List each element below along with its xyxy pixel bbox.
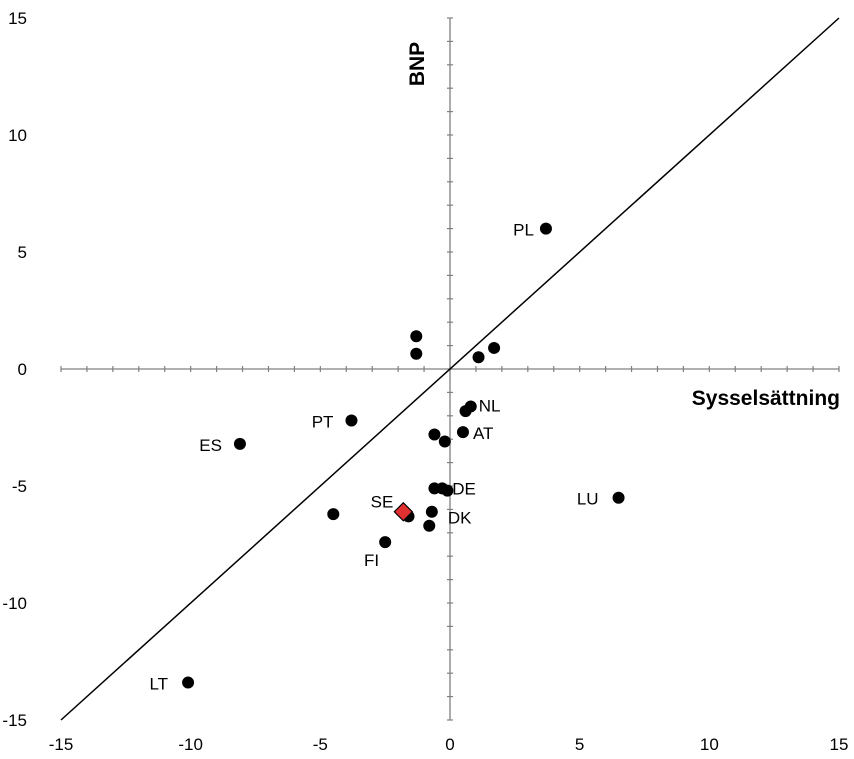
data-point	[488, 341, 501, 354]
x-tick-label: 10	[700, 735, 719, 754]
data-point	[327, 508, 340, 521]
x-tick-label: 0	[445, 735, 454, 754]
y-tick-label: 15	[8, 9, 27, 28]
data-point	[539, 222, 552, 235]
data-point	[345, 414, 358, 427]
highlight-point-diamond	[393, 501, 414, 522]
y-axis-ticks	[447, 17, 453, 721]
y-axis-tick-labels: -15 -10 -5 0 5 10 15	[2, 9, 27, 730]
data-point	[441, 484, 454, 497]
data-point	[423, 519, 436, 532]
y-tick-label: 0	[18, 360, 27, 379]
data-point	[410, 330, 423, 343]
data-point	[425, 505, 438, 518]
point-label: DE	[452, 479, 476, 498]
y-tick-label: 10	[8, 126, 27, 145]
x-tick-label: -10	[178, 735, 203, 754]
data-point-labels: PL NL PT ES AT DE LU DK FI LT SE	[149, 221, 598, 694]
data-point	[612, 491, 625, 504]
point-label: ES	[199, 436, 222, 455]
point-label: PL	[513, 221, 534, 240]
y-axis-title: BNP	[406, 42, 429, 86]
data-point	[472, 351, 485, 364]
data-point	[456, 426, 469, 439]
x-tick-label: -15	[49, 735, 74, 754]
data-point	[459, 405, 472, 418]
point-label: PT	[312, 412, 334, 431]
highlight-point-label: SE	[371, 493, 394, 512]
data-point	[233, 437, 246, 450]
data-point	[428, 482, 441, 495]
data-point	[379, 536, 392, 549]
x-axis-title: Sysselsättning	[692, 387, 840, 410]
point-label: FI	[364, 551, 379, 570]
y-tick-label: 5	[18, 243, 27, 262]
point-label: DK	[448, 509, 472, 528]
data-point	[438, 435, 451, 448]
point-label: NL	[479, 396, 501, 415]
x-tick-label: -5	[313, 735, 328, 754]
data-point	[182, 676, 195, 689]
y-tick-label: -5	[12, 477, 27, 496]
x-axis-tick-labels: -15 -10 -5 0 5 10 15	[49, 735, 849, 754]
x-tick-label: 5	[575, 735, 584, 754]
data-point	[428, 428, 441, 441]
y-tick-label: -10	[2, 594, 27, 613]
y-tick-label: -15	[2, 711, 27, 730]
data-point	[410, 347, 423, 360]
point-label: AT	[473, 424, 493, 443]
reference-line	[60, 17, 840, 721]
x-tick-label: 15	[830, 735, 849, 754]
point-label: LU	[577, 490, 599, 509]
point-label: LT	[149, 675, 168, 694]
data-points	[182, 222, 625, 689]
